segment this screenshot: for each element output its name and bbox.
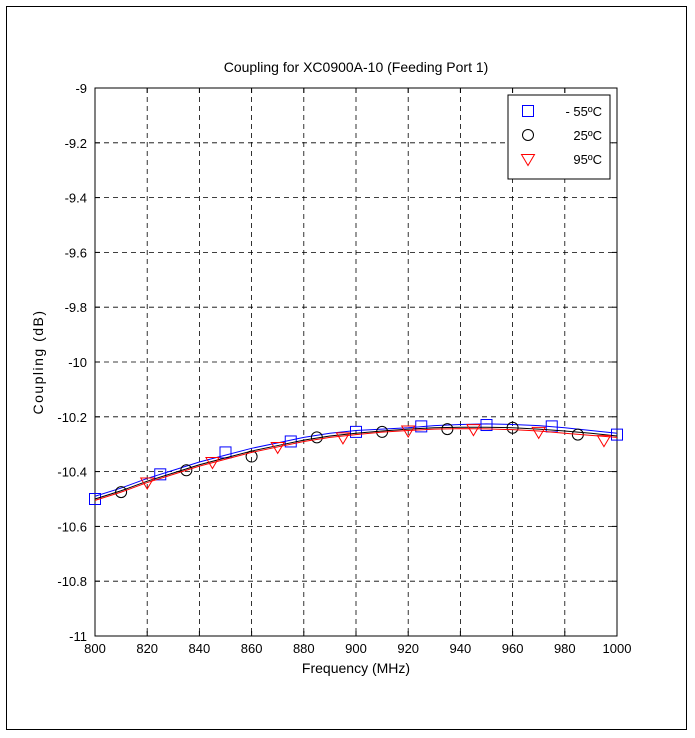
y-tick-label: -9.6 <box>65 245 87 260</box>
x-tick-label: 920 <box>397 641 419 656</box>
series-layer <box>89 419 623 505</box>
x-tick-label: 980 <box>554 641 576 656</box>
y-axis-label: Coupling (dB) <box>30 309 46 414</box>
data-point <box>205 457 220 470</box>
x-tick-label: 800 <box>84 641 106 656</box>
data-point <box>139 477 155 491</box>
coupling-chart: Coupling for XC0900A-10 (Feeding Port 1)… <box>30 59 631 676</box>
data-point <box>245 450 258 463</box>
series-line <box>94 426 618 500</box>
data-point <box>466 424 481 437</box>
x-tick-label: 820 <box>136 641 158 656</box>
y-tick-label: -9.2 <box>65 136 87 151</box>
legend-marker <box>522 105 534 117</box>
y-tick-label: -9.4 <box>65 191 87 206</box>
y-tick-label: -10.6 <box>57 519 87 534</box>
axis-ticks: 800 820 840 860 880 900 920 940 960 980 1000 -9 -9.2… <box>57 81 631 656</box>
legend-marker <box>520 154 536 167</box>
legend-box <box>507 94 611 180</box>
legend-label: 25ºC <box>573 128 602 143</box>
figure-frame: Coupling for XC0900A-10 (Feeding Port 1)… <box>6 6 687 730</box>
data-point <box>596 435 612 448</box>
data-point <box>154 468 167 481</box>
legend: - 55ºC 25ºC 95ºC <box>507 94 611 180</box>
y-tick-label: -11 <box>69 629 87 644</box>
data-point <box>270 441 286 455</box>
y-tick-label: -10 <box>68 355 87 370</box>
y-tick-label: -9 <box>75 81 87 96</box>
legend-label: 95ºC <box>573 152 602 167</box>
x-tick-label: 960 <box>502 641 524 656</box>
y-tick-label: -10.8 <box>57 574 87 589</box>
x-tick-label: 1000 <box>603 641 632 656</box>
data-point <box>335 432 351 445</box>
y-tick-label: -10.2 <box>57 410 87 425</box>
data-point <box>310 431 323 444</box>
series-2 <box>94 424 618 501</box>
x-tick-label: 860 <box>241 641 263 656</box>
data-point <box>115 486 128 499</box>
x-axis-label: Frequency (MHz) <box>302 660 410 676</box>
y-tick-label: -10.4 <box>57 465 87 480</box>
data-point <box>480 419 493 432</box>
data-point <box>180 464 193 477</box>
data-point <box>506 421 519 434</box>
series-1 <box>94 421 618 500</box>
legend-label: - 55ºC <box>565 104 602 119</box>
data-point <box>400 425 416 438</box>
series-line <box>94 428 618 501</box>
x-tick-label: 900 <box>345 641 367 656</box>
data-point <box>350 425 362 438</box>
data-point <box>611 428 623 441</box>
x-tick-label: 940 <box>450 641 472 656</box>
data-point <box>415 420 428 433</box>
x-tick-label: 840 <box>189 641 211 656</box>
x-tick-label: 880 <box>293 641 315 656</box>
data-point <box>531 426 547 440</box>
chart-title: Coupling for XC0900A-10 (Feeding Port 1) <box>224 59 489 75</box>
y-tick-label: -9.8 <box>65 300 87 315</box>
legend-marker <box>522 129 534 141</box>
